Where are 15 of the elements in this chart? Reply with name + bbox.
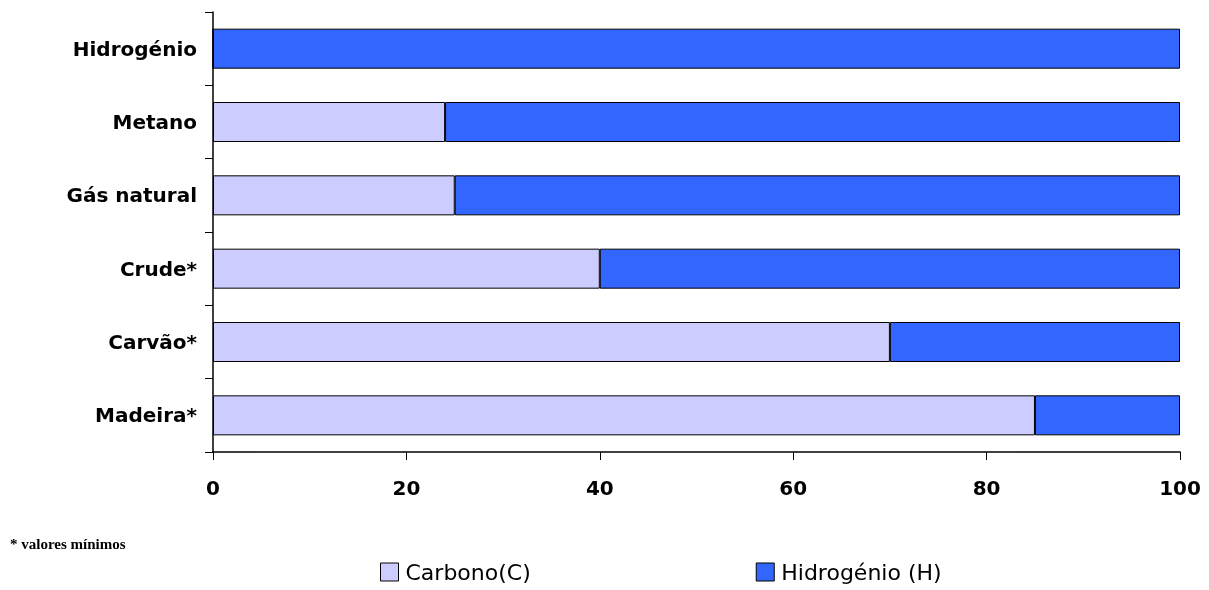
legend-label: Carbono(C) bbox=[405, 559, 531, 585]
x-tick-label: 0 bbox=[206, 476, 220, 500]
y-tick-label: Gás natural bbox=[66, 183, 197, 208]
y-tick-label: Madeira* bbox=[95, 403, 198, 428]
x-tick-label: 40 bbox=[585, 476, 614, 500]
x-tick-label: 20 bbox=[392, 476, 421, 500]
x-tick-label: 60 bbox=[779, 476, 808, 500]
y-tick-label: Carvão* bbox=[108, 330, 198, 354]
y-tick-label: Metano bbox=[112, 110, 197, 134]
y-tick-label: Crude* bbox=[119, 256, 198, 281]
y-tick-label: Hidrogénio bbox=[72, 36, 197, 61]
x-tick-label: 80 bbox=[972, 476, 1001, 500]
text: * valores mínimos bbox=[10, 535, 126, 552]
x-tick-label: 100 bbox=[1159, 476, 1201, 500]
legend-label: Hidrogénio (H) bbox=[781, 559, 942, 585]
